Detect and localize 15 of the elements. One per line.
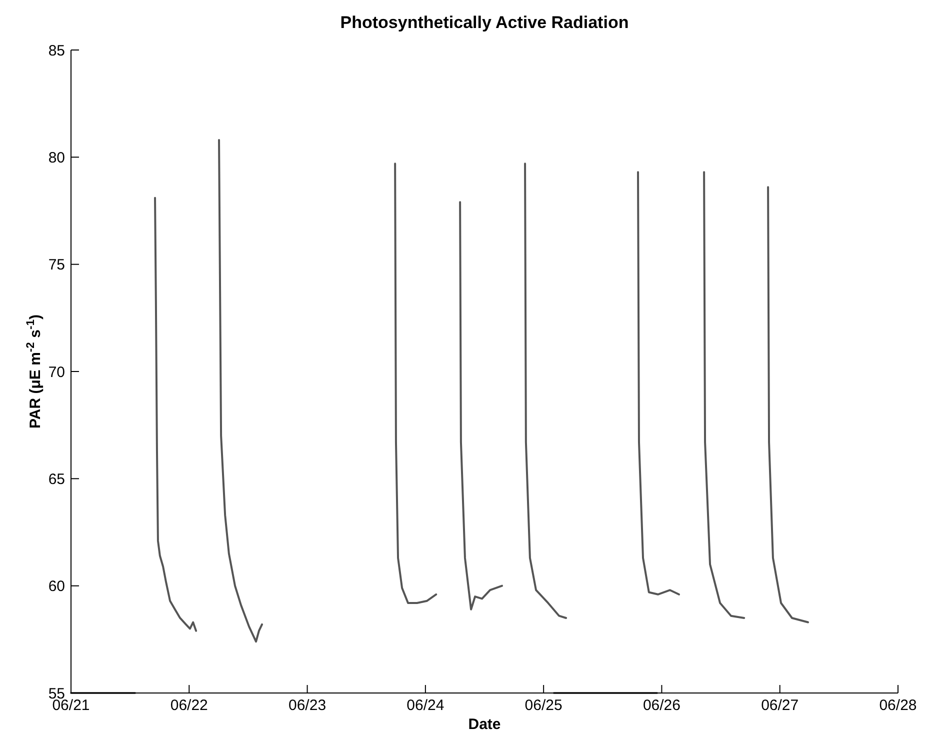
y-tick-label: 85	[48, 42, 65, 60]
x-tick-label: 06/27	[761, 697, 799, 714]
y-tick-label: 75	[48, 256, 65, 274]
x-tick-label: 06/24	[406, 697, 444, 714]
y-tick-label: 65	[48, 470, 65, 488]
x-tick-label: 06/23	[288, 697, 326, 714]
x-tick-label: 06/22	[170, 697, 208, 714]
chart-title: Photosynthetically Active Radiation	[340, 13, 629, 32]
x-tick-label: 06/26	[642, 697, 680, 714]
y-tick-label: 70	[48, 364, 65, 381]
x-tick-label: 06/28	[879, 697, 917, 714]
y-tick-label: 60	[48, 578, 65, 596]
y-tick-label: 80	[48, 149, 65, 166]
x-axis-title: Date	[468, 716, 501, 733]
x-tick-label: 06/25	[524, 697, 562, 714]
